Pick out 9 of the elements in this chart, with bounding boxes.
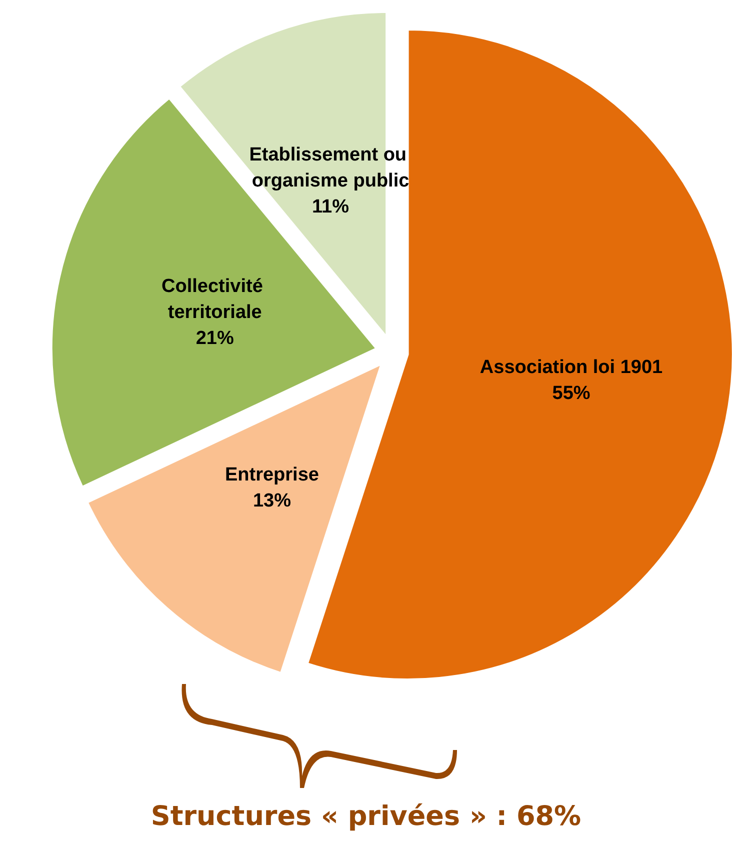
text: Structures « privées » : 68% <box>150 801 582 832</box>
data-label: 13% <box>252 490 292 512</box>
data-label: 55% <box>552 382 590 404</box>
slice-label: Association loi 1901 <box>480 356 664 378</box>
slice-label: Entreprise <box>224 464 319 486</box>
data-label: 21% <box>196 328 234 349</box>
slice-label: Etablissement ou organisme public <box>249 144 412 192</box>
data-label: 11% <box>312 196 350 218</box>
slice-label: Collectivité territoriale <box>162 276 268 323</box>
